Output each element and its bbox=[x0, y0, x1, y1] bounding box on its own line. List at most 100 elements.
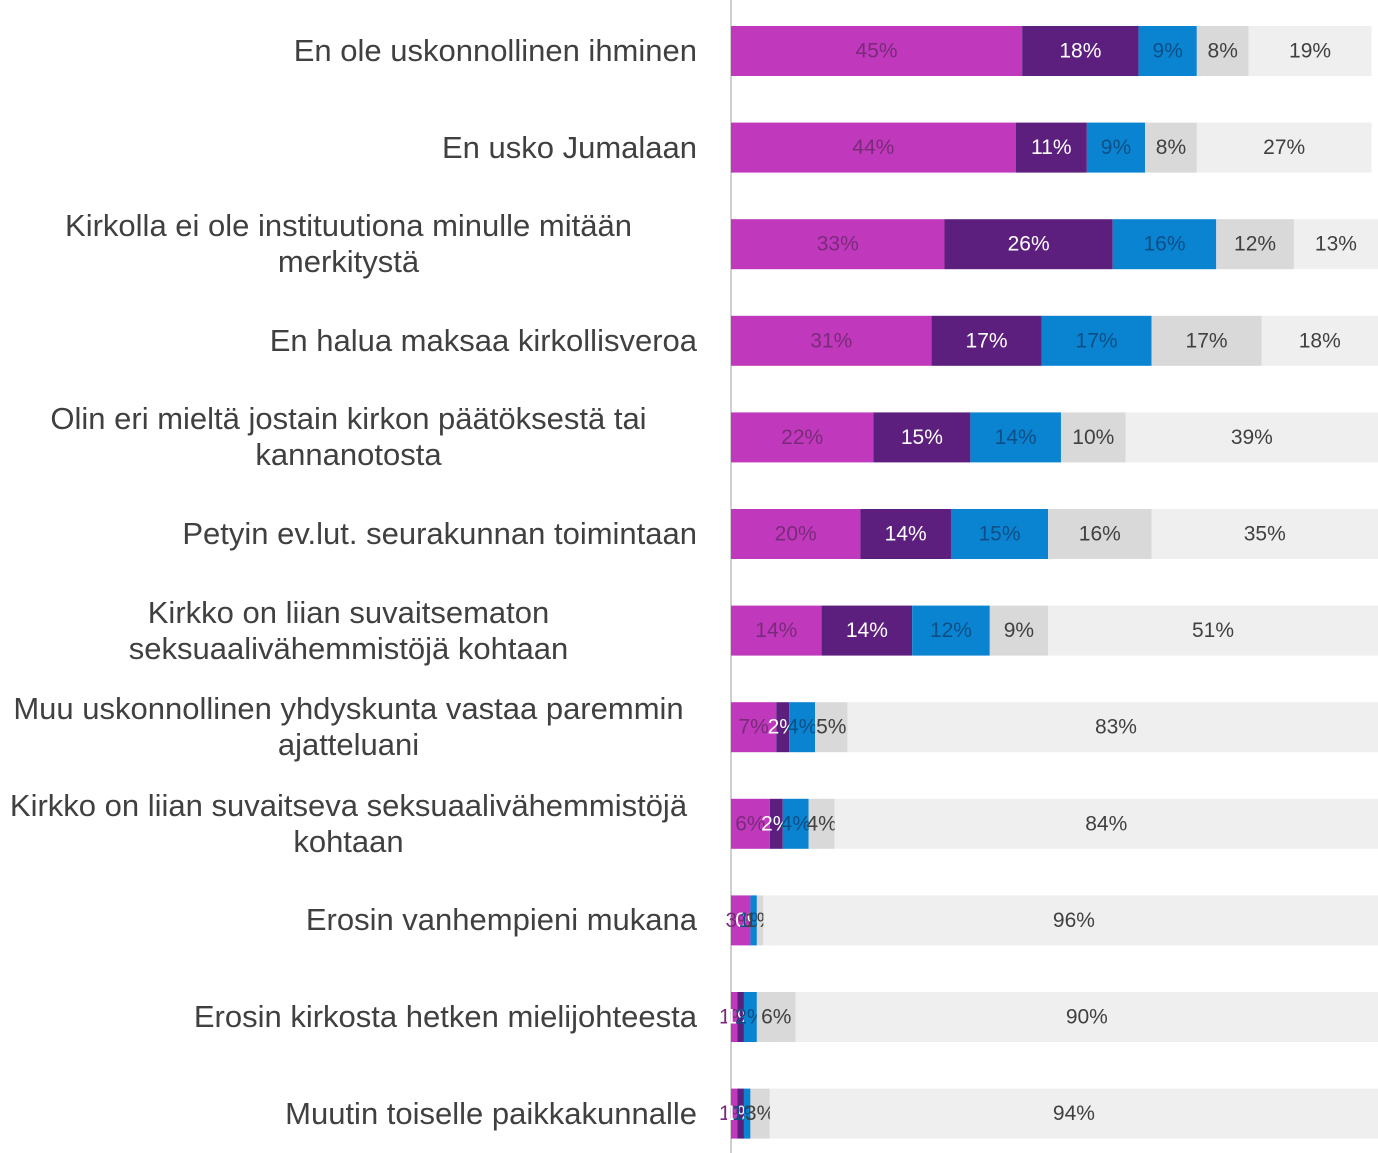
category-text: Muutin toiselle paikkakunnalle bbox=[285, 1095, 697, 1131]
bar-segment bbox=[1041, 315, 1152, 366]
bar-segment bbox=[1060, 412, 1126, 463]
bar-segment bbox=[815, 702, 848, 753]
data-label: 90% bbox=[1066, 1006, 1108, 1029]
bar-segment bbox=[1196, 26, 1249, 76]
bar-segment bbox=[931, 315, 1042, 366]
bar-segment bbox=[750, 1088, 770, 1139]
data-label: 94% bbox=[1053, 1102, 1095, 1125]
category-text: Petyin ev.lut. seurakunnan toimintaan bbox=[182, 516, 697, 551]
bar-segment bbox=[795, 992, 1378, 1042]
data-label: 6% bbox=[761, 1006, 791, 1029]
category-label: Erosin kirkosta hetken mielijohteesta bbox=[0, 969, 697, 1065]
bar-segment bbox=[731, 992, 738, 1042]
data-label: 4% bbox=[806, 812, 836, 835]
bar-segment bbox=[731, 315, 932, 366]
bar-segment bbox=[950, 509, 1049, 559]
bar-segment bbox=[860, 509, 951, 559]
category-label: Petyin ev.lut. seurakunnan toimintaan bbox=[0, 486, 697, 582]
data-label: 83% bbox=[1095, 716, 1137, 739]
data-label: 6% bbox=[735, 812, 765, 835]
data-label: 10% bbox=[1072, 426, 1114, 449]
bar-segment bbox=[834, 798, 1378, 849]
bar-segment bbox=[782, 798, 809, 849]
data-label: 44% bbox=[852, 136, 894, 159]
bar-segment bbox=[1048, 509, 1152, 559]
category-label: Erosin vanhempieni mukana bbox=[0, 872, 697, 968]
bar-segment bbox=[756, 992, 796, 1042]
data-label: 20% bbox=[775, 523, 817, 546]
category-text: Erosin vanhempieni mukana bbox=[305, 902, 697, 938]
data-label: 12% bbox=[930, 619, 972, 642]
bar-segment bbox=[1112, 219, 1217, 270]
bar-segment bbox=[912, 605, 990, 656]
data-label: 14% bbox=[995, 426, 1037, 449]
data-label: 35% bbox=[1244, 523, 1286, 546]
bar-segment bbox=[970, 412, 1061, 463]
bar-segment bbox=[756, 895, 764, 946]
category-label: En usko Jumalaan bbox=[0, 100, 697, 196]
category-text: En ole uskonnollinen ihminen bbox=[293, 33, 697, 68]
data-label: 14% bbox=[885, 523, 927, 546]
bar-segment bbox=[750, 895, 757, 946]
data-label: 5% bbox=[816, 716, 846, 739]
data-label: 27% bbox=[1263, 136, 1305, 159]
data-label: 8% bbox=[1208, 40, 1238, 63]
bar-segment bbox=[808, 798, 835, 849]
data-label: 26% bbox=[1008, 233, 1050, 256]
data-label: 39% bbox=[1231, 426, 1273, 449]
data-label: 15% bbox=[901, 426, 943, 449]
category-label: En halua maksaa kirkollisveroa bbox=[0, 293, 697, 389]
bar-segment bbox=[1048, 605, 1378, 656]
bar-segment bbox=[769, 1088, 1378, 1139]
bar-segment bbox=[731, 702, 777, 753]
bar-segment bbox=[1248, 26, 1372, 76]
category-text: Kirkko on liian suvaitseva seksuaalivähe… bbox=[9, 787, 688, 859]
data-label: 4% bbox=[787, 716, 817, 739]
category-text: En usko Jumalaan bbox=[441, 129, 697, 165]
category-text: Erosin kirkosta hetken mielijohteesta bbox=[193, 999, 697, 1034]
category-text: Olin eri mieltä jostain kirkon päätökses… bbox=[50, 401, 647, 473]
category-label: Muu uskonnollinen yhdyskunta vastaa pare… bbox=[0, 679, 697, 775]
category-label: Kirkko on liian suvaitsematon seksuaaliv… bbox=[0, 583, 697, 679]
data-label: 45% bbox=[856, 40, 898, 63]
data-label: 84% bbox=[1085, 812, 1127, 835]
bar-segment bbox=[873, 412, 971, 463]
data-label: 4% bbox=[781, 812, 811, 835]
data-label: 16% bbox=[1143, 233, 1185, 256]
data-label: 18% bbox=[1299, 329, 1341, 352]
category-text: Kirkolla ei ole instituutiona minulle mi… bbox=[65, 208, 632, 280]
bar-segment bbox=[769, 798, 783, 849]
data-label: 11% bbox=[1031, 136, 1071, 159]
data-label: 9% bbox=[1004, 619, 1034, 642]
category-label: Muutin toiselle paikkakunnalle bbox=[0, 1066, 697, 1153]
bar-segment bbox=[989, 605, 1049, 656]
bar-segment bbox=[821, 605, 913, 656]
bar-segment bbox=[763, 895, 1378, 946]
bar-segment bbox=[776, 702, 790, 753]
bar-segment bbox=[944, 219, 1113, 270]
bar-segment bbox=[743, 1088, 751, 1139]
category-text: En halua maksaa kirkollisveroa bbox=[269, 322, 697, 358]
bar-segment bbox=[737, 992, 744, 1042]
bar-segment bbox=[731, 509, 861, 559]
data-label: 17% bbox=[1186, 329, 1228, 352]
data-label: 9% bbox=[1153, 40, 1183, 63]
bar-segment bbox=[1015, 122, 1087, 173]
data-label: 15% bbox=[978, 523, 1020, 546]
bar-segment bbox=[1261, 315, 1378, 366]
data-label: 3% bbox=[726, 909, 756, 932]
data-label: 18% bbox=[1059, 40, 1101, 63]
data-label: 12% bbox=[1234, 233, 1276, 256]
data-label: 16% bbox=[1079, 523, 1121, 546]
bar-segment bbox=[1086, 122, 1146, 173]
bar-segment bbox=[731, 219, 945, 270]
category-label: Olin eri mieltä jostain kirkon päätökses… bbox=[0, 389, 697, 485]
bar-segment bbox=[789, 702, 816, 753]
bar-segment bbox=[731, 605, 822, 656]
bar-segment bbox=[731, 122, 1016, 173]
bar-segment bbox=[1293, 219, 1378, 270]
bar-segment bbox=[1125, 412, 1378, 463]
data-label: 3% bbox=[745, 1102, 775, 1125]
